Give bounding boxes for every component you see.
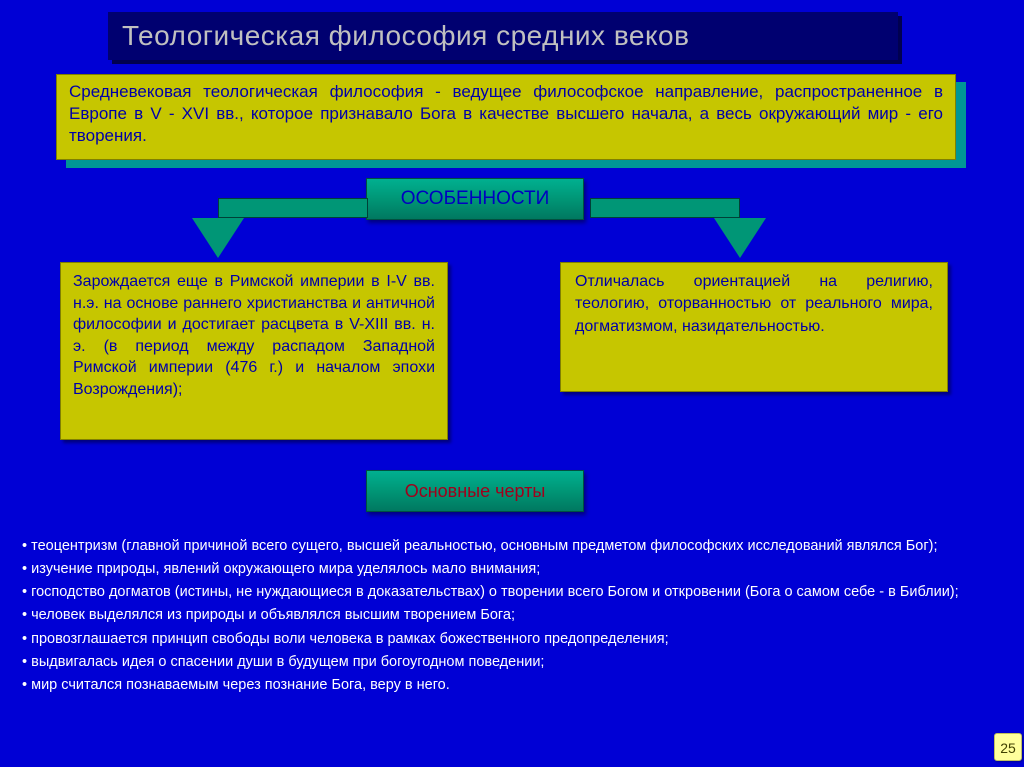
trait-item: • господство догматов (истины, не нуждаю… [22, 582, 992, 603]
trait-item: • мир считался познаваемым через познани… [22, 675, 992, 696]
feature-box-left: Зарождается еще в Римской империи в Ι-V … [60, 262, 448, 440]
trait-item: • выдвигалась идея о спасении души в буд… [22, 652, 992, 673]
trait-item: • человек выделялся из природы и объявля… [22, 605, 992, 626]
trait-item: • изучение природы, явлений окружающего … [22, 559, 992, 580]
traits-list: • теоцентризм (главной причиной всего су… [22, 536, 992, 698]
title-bar: Теологическая философия средних веков [108, 12, 898, 60]
feature-box-right: Отличалась ориентацией на религию, теоло… [560, 262, 948, 392]
intro-box: Средневековая теологическая философия - … [56, 74, 956, 160]
features-label: ОСОБЕННОСТИ [366, 178, 584, 220]
trait-item: • теоцентризм (главной причиной всего су… [22, 536, 992, 557]
trait-item: • провозглашается принцип свободы воли ч… [22, 629, 992, 650]
traits-label: Основные черты [366, 470, 584, 512]
page-number-badge: 25 [994, 733, 1022, 761]
page-title: Теологическая философия средних веков [108, 12, 898, 60]
